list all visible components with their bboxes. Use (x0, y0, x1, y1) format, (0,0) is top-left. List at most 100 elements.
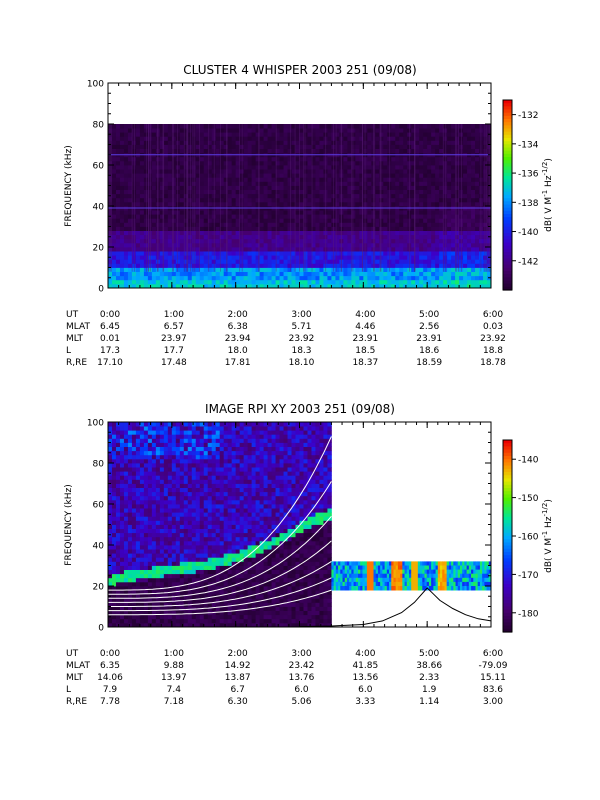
spectrogram-cell (243, 271, 249, 277)
spectrogram-cell (183, 279, 189, 285)
spectrogram-cell (267, 173, 272, 178)
spectrogram-cell (299, 251, 304, 256)
spectrogram-cell (131, 467, 137, 472)
spectrogram-cell (127, 463, 133, 468)
spectrogram-cell (355, 201, 360, 207)
spectrogram-cell (279, 148, 284, 154)
spectrogram-cell (451, 230, 456, 236)
spectrogram-cell (123, 586, 129, 591)
spectrogram-cell (475, 140, 480, 145)
spectrogram-cell (451, 226, 456, 231)
spectrogram-cell (375, 210, 380, 215)
spectrogram-cell (279, 128, 284, 133)
colorbar-cell (503, 106, 512, 111)
spectrogram-cell (111, 524, 117, 529)
spectrogram-cell (155, 251, 161, 256)
spectrogram-cell (363, 169, 368, 174)
spectrogram-cell (143, 565, 149, 570)
spectrogram-cell (443, 124, 448, 129)
spectrogram-cell (163, 422, 169, 427)
spectrogram-cell (483, 234, 488, 240)
spectrogram-cell (143, 561, 149, 566)
spectrogram-cell (407, 242, 412, 248)
spectrogram-cell (167, 467, 173, 472)
spectrogram-cell (343, 193, 348, 199)
spectrogram-cell (187, 165, 193, 170)
spectrogram-cell (379, 226, 384, 231)
spectrogram-cell (443, 156, 448, 162)
spectrogram-cell (411, 238, 416, 244)
spectrogram-cell (279, 242, 284, 248)
spectrogram-cell (459, 242, 464, 248)
spectrogram-cell (399, 242, 404, 248)
spectrogram-cell (115, 590, 121, 595)
spectrogram-cell (339, 177, 344, 182)
spectrogram-cell (175, 128, 181, 133)
spectrogram-cell (311, 136, 316, 141)
spectrogram-cell (111, 197, 117, 203)
spectrogram-cell (135, 214, 141, 219)
spectrogram-cell (387, 271, 392, 277)
spectrogram-cell (407, 238, 412, 244)
spectrogram-cell (447, 169, 452, 174)
spectrogram-cell (151, 602, 157, 607)
spectrogram-cell (275, 156, 280, 162)
spectrogram-cell (403, 148, 408, 154)
spectrogram-cell (231, 242, 237, 248)
spectrogram-cell (419, 197, 424, 203)
spectrogram-cell (295, 218, 300, 223)
spectrogram-cell (127, 553, 133, 558)
spectrogram-cell (363, 189, 368, 195)
spectrogram-cell (475, 251, 480, 256)
spectrogram-cell (327, 263, 332, 268)
spectrogram-cell (139, 124, 145, 129)
spectrogram-cell (111, 598, 117, 603)
spectrogram-cell (115, 561, 121, 566)
spectrogram-cell (383, 234, 388, 240)
spectrogram-cell (119, 251, 125, 256)
spectrogram-cell (423, 251, 428, 256)
spectrogram-cell (367, 197, 372, 203)
spectrogram-cell (139, 520, 145, 525)
spectrogram-cell (283, 226, 288, 231)
spectrogram-cell (211, 242, 217, 248)
spectrogram-cell (399, 128, 404, 133)
spectrogram-cell (119, 553, 125, 558)
spectrogram-cell (159, 422, 165, 427)
spectrogram-cell (239, 173, 245, 178)
spectrogram-cell (351, 136, 356, 141)
spectrogram-cell (475, 156, 480, 162)
spectrogram-cell (119, 201, 125, 207)
spectrogram-cell (231, 177, 237, 182)
spectrogram-cell (303, 197, 308, 203)
spectrogram-cell (307, 234, 312, 240)
spectrogram-cell (347, 148, 352, 154)
spectrogram-cell (415, 177, 420, 182)
spectrogram-cell (151, 426, 157, 431)
spectrogram-cell (363, 222, 368, 227)
spectrogram-cell (111, 565, 117, 570)
spectrogram-cell (127, 165, 133, 170)
spectrogram-cell (371, 222, 376, 227)
spectrogram-cell (487, 247, 492, 252)
spectrogram-cell (147, 247, 153, 252)
spectrogram-cell (179, 181, 185, 186)
spectrogram-cell (459, 214, 464, 219)
spectrogram-cell (263, 173, 268, 178)
spectrogram-cell (303, 124, 308, 129)
spectrogram-cell (127, 197, 133, 203)
spectrogram-cell (255, 148, 261, 154)
spectrogram-cell (227, 144, 233, 149)
orbit-value: 17.81 (225, 358, 251, 368)
spectrogram-cell (131, 140, 137, 145)
spectrogram-cell (419, 136, 424, 141)
spectrogram-cell (315, 267, 320, 272)
spectrogram-cell (395, 283, 400, 289)
spectrogram-cell (423, 242, 428, 248)
spectrogram-cell (399, 283, 404, 289)
spectrogram-cell (355, 185, 360, 190)
spectrogram-cell (363, 238, 368, 244)
spectrogram-cell (151, 577, 157, 583)
spectrogram-cell (327, 181, 332, 186)
spectrogram-cell (387, 222, 392, 227)
